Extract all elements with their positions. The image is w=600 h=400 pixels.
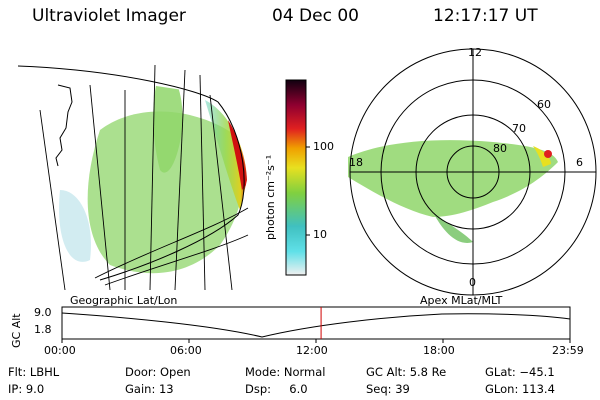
door-info: Door: Open — [125, 365, 191, 379]
mlat-label-60: 60 — [537, 98, 551, 111]
time-label: 12:17:17 UT — [433, 6, 538, 26]
colorbar-tick-10: 10 — [313, 228, 327, 241]
aurora-emission — [59, 69, 247, 274]
timeline-xtick-2359: 23:59 — [552, 344, 584, 357]
longitude-lines — [39, 64, 233, 291]
altitude-curve — [61, 312, 571, 338]
instrument-title: Ultraviolet Imager — [32, 6, 186, 26]
mlt-label-6: 6 — [576, 156, 583, 169]
gain-info: Gain: 13 — [125, 382, 174, 396]
timeline-xtick-1200: 12:00 — [296, 344, 328, 357]
polar-grid — [349, 48, 597, 296]
coastline — [55, 84, 73, 167]
timeline-plot — [61, 306, 571, 343]
geographic-projection-label: Geographic Lat/Lon — [70, 294, 178, 307]
apex-projection-label: Apex MLat/MLT — [420, 294, 503, 307]
seq-info: Seq: 39 — [366, 382, 410, 396]
filter-info: Flt: LBHL — [8, 365, 60, 379]
timeline-xtick-0000: 00:00 — [44, 344, 76, 357]
glat-info: GLat: −45.1 — [485, 365, 555, 379]
gc-alt-info: GC Alt: 5.8 Re — [366, 365, 447, 379]
timeline-ytick-min: 1.8 — [34, 323, 52, 336]
colorbar — [285, 79, 310, 276]
mlat-label-70: 70 — [512, 122, 526, 135]
date-label: 04 Dec 00 — [272, 6, 359, 26]
polar-plot — [348, 48, 597, 296]
mode-info: Mode: Normal — [245, 365, 326, 379]
timeline-ytick-max: 9.0 — [34, 306, 52, 319]
latitude-lines — [94, 207, 249, 286]
mlt-label-12: 12 — [468, 46, 482, 59]
geographic-map — [17, 64, 249, 291]
mlat-label-80: 80 — [493, 142, 507, 155]
dsp-info: Dsp: 6.0 — [245, 382, 308, 396]
earth-limb — [17, 65, 245, 281]
polar-aurora-oval — [348, 140, 558, 217]
timeline-xtick-0600: 06:00 — [170, 344, 202, 357]
polar-aurora-tail — [433, 212, 473, 243]
ip-info: IP: 9.0 — [8, 382, 45, 396]
timeline-ylabel: GC Alt — [10, 313, 23, 348]
timeline-xtick-1800: 18:00 — [423, 344, 455, 357]
colorbar-tick-100: 100 — [313, 140, 334, 153]
colorbar-unit-label: photon cm⁻²s⁻¹ — [264, 154, 277, 240]
mlt-label-0: 0 — [469, 276, 476, 289]
glon-info: GLon: 113.4 — [485, 382, 555, 396]
mlt-label-18: 18 — [349, 156, 363, 169]
